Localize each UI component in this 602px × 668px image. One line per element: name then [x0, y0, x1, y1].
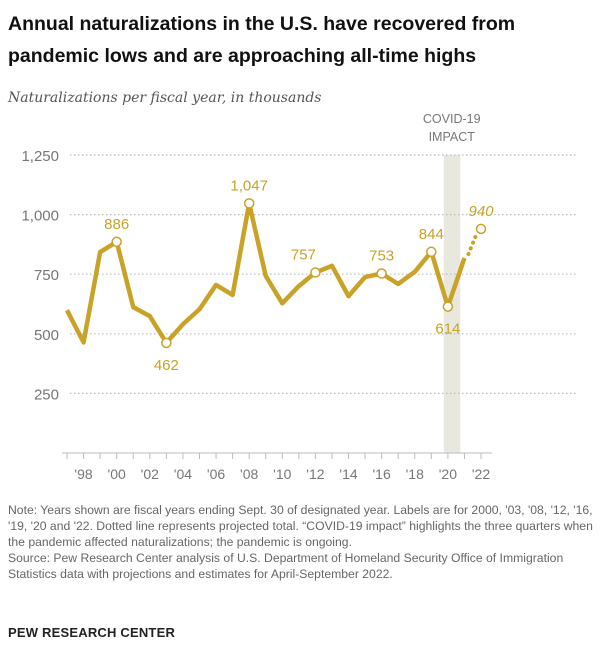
data-point-marker — [376, 268, 387, 279]
x-tick-label: '20 — [439, 466, 457, 482]
chart-title: Annual naturalizations in the U.S. have … — [8, 13, 516, 67]
y-tick-label: 1,000 — [21, 208, 59, 225]
x-tick-label: '08 — [240, 466, 258, 482]
data-point-marker — [426, 246, 437, 258]
y-tick-label: 1,250 — [21, 148, 59, 165]
covid-label-line1: COVID-19 — [423, 112, 481, 126]
data-point-marker — [161, 337, 172, 349]
y-tick-label: 500 — [34, 327, 59, 344]
data-label: 940 — [468, 203, 494, 220]
data-point-marker — [310, 267, 321, 278]
chart-note: Note: Years shown are fiscal years endin… — [8, 502, 598, 582]
line-chart: COVID-19 IMPACT 250 500 750 1,000 1,250 '98 '00 '… — [21, 112, 577, 482]
data-label: 757 — [291, 247, 316, 264]
data-point-marker — [111, 236, 122, 248]
x-tick-label: '00 — [108, 466, 126, 482]
x-tick-label: '98 — [74, 466, 92, 482]
naturalizations-line — [64, 201, 467, 346]
data-point-marker — [243, 198, 255, 209]
x-tick-label: '06 — [207, 466, 225, 482]
data-label: 886 — [104, 216, 129, 233]
x-tick-label: '14 — [339, 466, 357, 482]
y-tick-label: 250 — [34, 386, 59, 403]
source-text: Source: Pew Research Center analysis of … — [8, 551, 564, 581]
projected-line — [466, 230, 479, 256]
data-label: 462 — [154, 357, 179, 374]
x-tick-label: '16 — [373, 466, 391, 482]
data-label: 844 — [419, 226, 444, 243]
data-label: 1,047 — [230, 177, 268, 194]
chart-subtitle: Naturalizations per fiscal year, in thou… — [8, 90, 322, 106]
data-point-marker — [442, 301, 454, 312]
covid-label-line2: IMPACT — [429, 130, 476, 144]
data-point-marker — [475, 223, 487, 235]
brand-logo: PEW RESEARCH CENTER — [8, 625, 176, 640]
data-label: 753 — [369, 247, 394, 264]
x-tick-label: '02 — [141, 466, 159, 482]
x-tick-label: '12 — [306, 466, 324, 482]
x-tick-label: '10 — [273, 466, 291, 482]
x-tick-label: '18 — [406, 466, 424, 482]
x-tick-label: '22 — [472, 466, 490, 482]
y-tick-label: 750 — [34, 267, 59, 284]
data-label: 614 — [435, 321, 460, 338]
note-text: Note: Years shown are fiscal years endin… — [8, 503, 593, 549]
x-tick-label: '04 — [174, 466, 192, 482]
